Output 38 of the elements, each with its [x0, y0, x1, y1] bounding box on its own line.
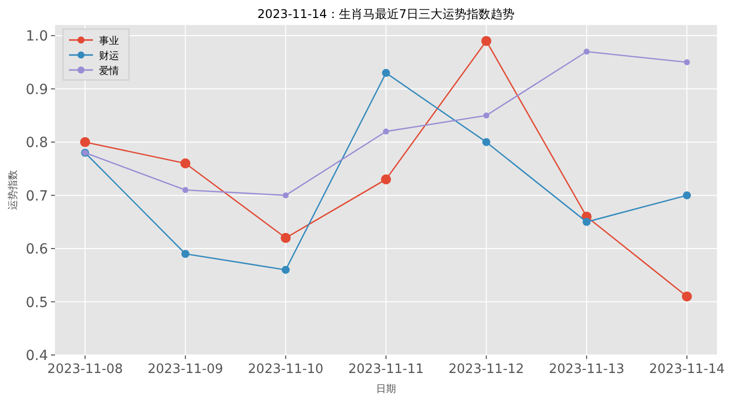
- legend-label: 财运: [99, 50, 119, 62]
- y-tick-label: 0.6: [26, 242, 48, 258]
- point: [482, 138, 490, 146]
- x-tick-label: 2023-11-08: [47, 362, 123, 377]
- point: [182, 187, 188, 193]
- y-tick-label: 0.9: [26, 82, 48, 98]
- chart-title: 2023-11-14：生肖马最近7日三大运势指数趋势: [257, 7, 515, 21]
- point: [584, 48, 590, 55]
- point: [483, 112, 490, 118]
- legend-label: 事业: [99, 35, 119, 47]
- x-axis-title: 日期: [376, 383, 396, 395]
- y-axis-title: 运势指数: [7, 170, 19, 210]
- point: [181, 250, 190, 258]
- point: [180, 158, 190, 168]
- x-tick-label: 2023-11-14: [649, 362, 725, 377]
- y-tick-label: 0.7: [26, 188, 48, 204]
- legend-label: 爱情: [99, 65, 119, 77]
- point: [382, 68, 390, 77]
- x-tick-label: 2023-11-11: [348, 362, 424, 377]
- y-tick-label: 1.0: [26, 28, 48, 45]
- y-tick-label: 0.4: [26, 348, 48, 364]
- point: [80, 137, 90, 148]
- x-tick-label: 2023-11-09: [148, 362, 224, 377]
- point: [383, 128, 389, 134]
- point: [282, 192, 289, 198]
- x-tick-label: 2023-11-10: [248, 362, 324, 377]
- x-tick-label: 2023-11-12: [448, 362, 524, 377]
- point: [280, 232, 291, 243]
- point: [481, 36, 492, 46]
- point: [682, 291, 692, 302]
- y-tick-label: 0.5: [26, 294, 48, 311]
- point: [684, 59, 690, 66]
- x-tick-label: 2023-11-13: [548, 362, 624, 377]
- point: [282, 266, 290, 274]
- point: [381, 174, 391, 184]
- point: [582, 218, 591, 226]
- y-tick-label: 0.8: [26, 135, 48, 152]
- point: [682, 191, 691, 200]
